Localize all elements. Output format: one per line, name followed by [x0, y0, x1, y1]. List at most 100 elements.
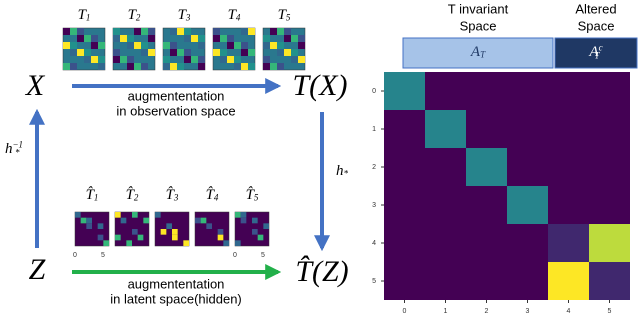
base: T — [128, 7, 138, 23]
thumbnail-cell — [115, 212, 121, 218]
thumbnail-cell — [160, 229, 167, 235]
node-label: T̂(Z) — [295, 255, 348, 288]
thumbnail-cell — [86, 223, 92, 229]
thumbnail-cell — [220, 56, 227, 63]
sub: T — [480, 50, 486, 60]
base: T — [278, 7, 288, 23]
node-label: Z — [29, 253, 46, 286]
thumbnail-cell — [248, 28, 255, 35]
edge-label: augmententation — [128, 88, 225, 103]
thumbnail-cell — [113, 56, 120, 63]
math-label: AT — [470, 44, 486, 60]
thumbnail-cell — [291, 35, 298, 42]
thumbnail-cell — [298, 35, 305, 42]
thumbnail-cell — [263, 223, 269, 229]
thumbnail-cell — [70, 42, 77, 49]
sub: 5 — [254, 193, 259, 203]
thumbnail-cell — [183, 240, 189, 246]
thumbnail-cell — [241, 42, 248, 49]
thumbnail-cell — [252, 217, 258, 224]
sub: T — [594, 51, 600, 61]
thumbnail-cell — [184, 56, 191, 63]
thumbnail-cell — [206, 223, 212, 229]
thumbnail-cell — [170, 42, 177, 49]
x-tick-label: 2 — [485, 308, 489, 315]
thumbnail-cell — [220, 49, 227, 56]
thumbnail-cell — [235, 212, 241, 218]
heatmap-cell — [425, 72, 466, 110]
thumbnail-cell — [97, 234, 104, 241]
thumbnail-cell — [172, 234, 178, 241]
thumbnail-cell — [284, 49, 291, 56]
heatmap-cell — [425, 186, 466, 224]
math-label: T̂4 — [206, 187, 219, 203]
thumbnail-cell — [120, 217, 127, 224]
thumbnail-cell — [241, 49, 248, 56]
thumbnail-cell — [284, 28, 291, 35]
thumbnail-cell — [217, 234, 224, 241]
thumbnail-cell — [223, 240, 229, 246]
thumbnail-cell — [163, 56, 170, 63]
thumbnail-cell — [166, 223, 172, 229]
thumbnail-cell — [234, 63, 241, 70]
thumbnail-cell — [227, 56, 234, 63]
thumbnail-cell — [277, 63, 284, 70]
thumbnail-cell — [132, 229, 138, 235]
thumbnail-cell — [113, 49, 120, 56]
heatmap-cell — [384, 72, 425, 110]
math-label: Ac T — [588, 43, 602, 61]
thumbnail-cell — [77, 49, 84, 56]
math-label: T̂1 — [86, 187, 99, 203]
heatmap-cell — [384, 224, 425, 262]
thumbnail-cell — [97, 223, 104, 229]
thumbnail-cell — [200, 217, 207, 224]
math-label: T3 — [178, 7, 191, 23]
math-label: T1 — [78, 7, 91, 23]
heatmap-cell — [507, 110, 548, 148]
thumbnail-cell — [91, 56, 98, 63]
base: T̂ — [166, 187, 176, 203]
thumbnail-cell — [84, 49, 91, 56]
thumbnail-cell — [163, 42, 170, 49]
math-label: h−1 * — [5, 140, 23, 158]
thumb-tick: 0 — [233, 252, 237, 259]
thumbnail-cell — [98, 56, 105, 63]
sup: c — [599, 43, 603, 53]
heatmap-cell — [548, 72, 589, 110]
heatmap-cell — [507, 224, 548, 262]
group-box — [402, 37, 554, 69]
thumbnail-cell — [241, 63, 248, 70]
thumbnail-cell — [134, 42, 141, 49]
sub: 5 — [286, 13, 291, 23]
thumbnail-cell — [240, 217, 247, 224]
x-tick-label: 3 — [526, 308, 530, 315]
group-box — [554, 37, 638, 69]
math-label: h* — [336, 163, 349, 179]
base: h — [336, 163, 344, 179]
base: T̂ — [126, 187, 136, 203]
thumbnail-cell — [170, 63, 177, 70]
heatmap-cell — [466, 224, 507, 262]
base: T — [178, 7, 188, 23]
y-tick-label: 5 — [372, 278, 376, 285]
heatmap-cell — [384, 262, 425, 300]
thumbnail-cell — [137, 234, 144, 241]
thumbnail-cell — [220, 35, 227, 42]
thumbnail-cell — [184, 35, 191, 42]
thumbnail-cell — [134, 63, 141, 70]
thumbnail-cell — [77, 35, 84, 42]
sup: −1 — [12, 140, 23, 150]
thumbnail-cell — [217, 229, 224, 235]
thumbnail-cell — [91, 42, 98, 49]
heatmap-cell — [425, 224, 466, 262]
x-tick-label: 5 — [608, 308, 612, 315]
edge-label: in observation space — [116, 103, 235, 118]
base: T̂ — [206, 187, 216, 203]
thumbnail-cell — [198, 63, 205, 70]
thumbnail-cell — [63, 63, 70, 70]
base: T̂ — [86, 187, 96, 203]
thumbnail-cell — [148, 49, 155, 56]
thumbnail-cell — [284, 35, 291, 42]
sub: 1 — [86, 13, 91, 23]
heatmap-cell — [384, 110, 425, 148]
